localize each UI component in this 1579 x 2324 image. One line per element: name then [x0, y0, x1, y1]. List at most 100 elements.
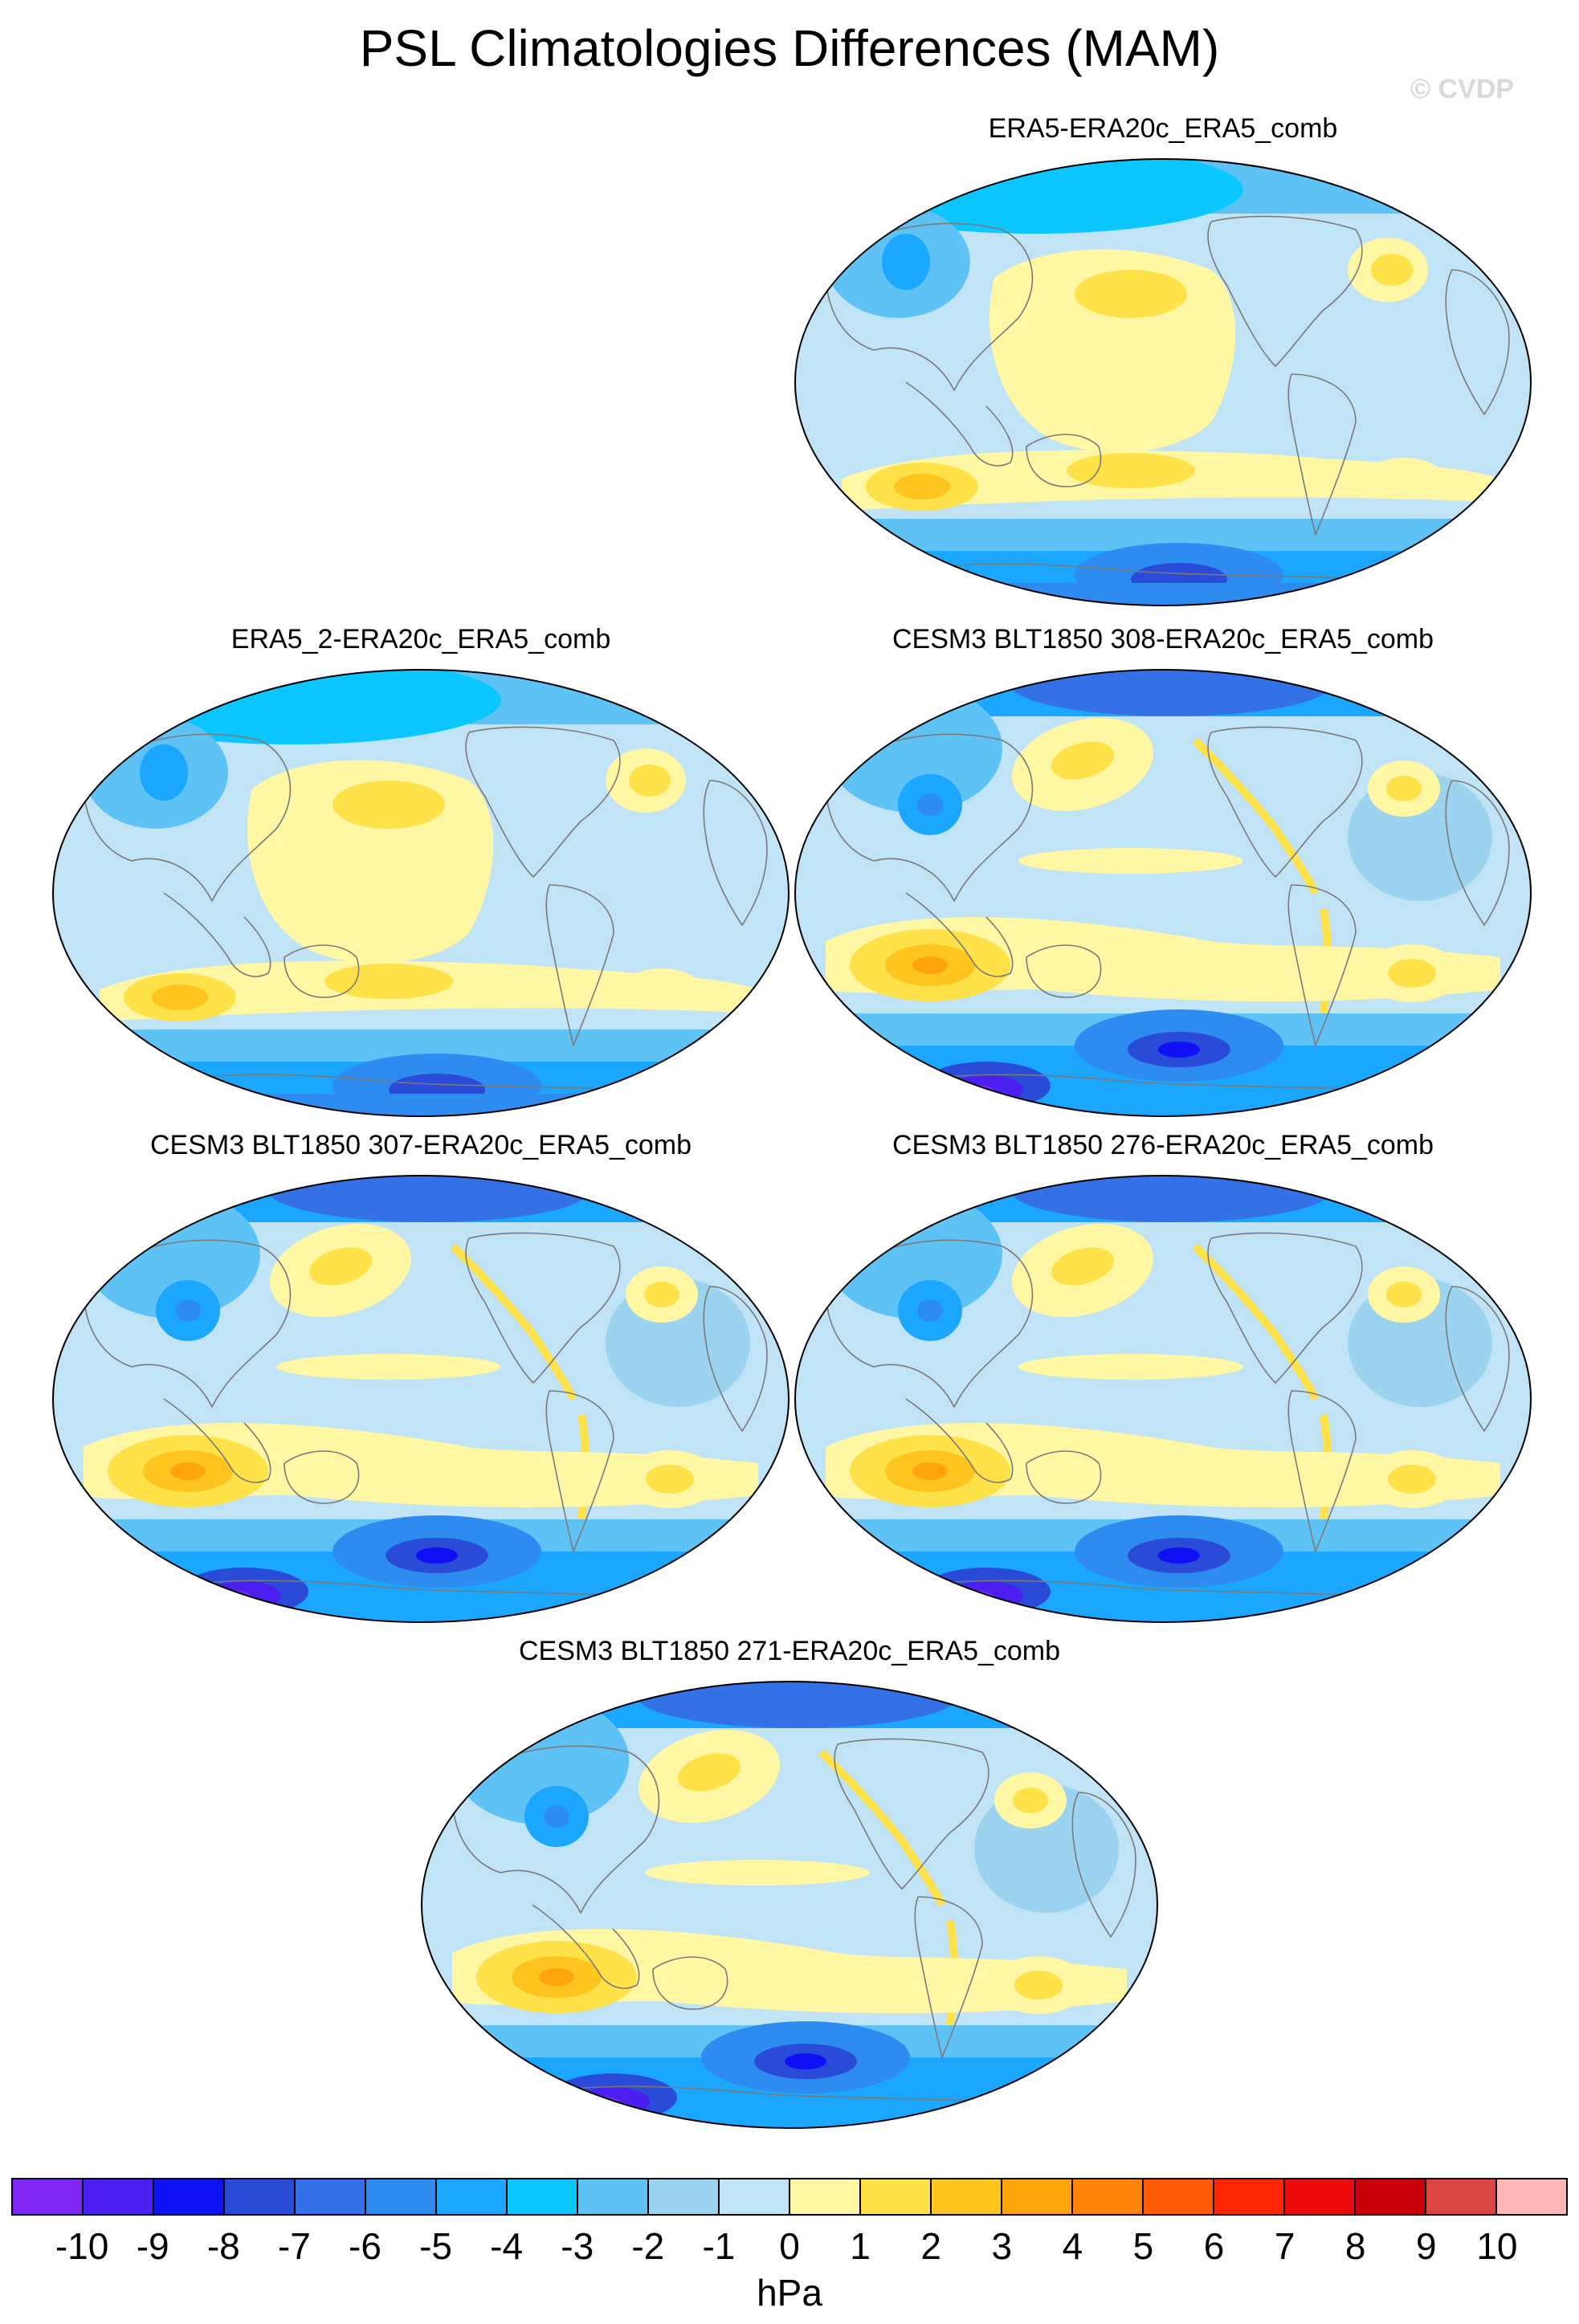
colorbar-swatch	[1426, 2179, 1497, 2214]
contour-field	[795, 159, 1531, 605]
north-america-outline	[1207, 726, 1363, 878]
south-america-outline	[1287, 1390, 1357, 1552]
antarctica-outline	[889, 1580, 1421, 1599]
colorbar-swatch	[508, 2179, 578, 2214]
europe-outline	[693, 1209, 762, 1263]
atlantic-high-core	[1013, 1788, 1048, 1813]
colorbar-swatch	[1497, 2179, 1566, 2214]
colorbar-swatch	[932, 2179, 1002, 2214]
indian-ocean-high-core	[894, 474, 950, 499]
north-pacific-high-core	[1051, 1247, 1115, 1286]
colorbar-swatch	[366, 2179, 437, 2214]
antarctica-outline	[516, 2085, 1047, 2105]
south-atlantic-high-core	[1014, 1971, 1063, 2000]
atlantic-high-core	[1386, 776, 1422, 801]
coastlines	[825, 1209, 1510, 1599]
colorbar-tick-label: 0	[779, 2225, 800, 2267]
south-atlantic-high-core	[1388, 959, 1436, 988]
tibet-low-core	[917, 1299, 943, 1322]
south-atlantic-high	[1364, 458, 1444, 499]
colorbar-swatch	[1002, 2179, 1073, 2214]
indian-ocean-high-peak	[912, 956, 948, 974]
amundsen-low-peak	[1158, 1547, 1200, 1564]
contour-field	[422, 1682, 1157, 2128]
asia-outline	[825, 1239, 1034, 1408]
africa-outline	[1445, 1286, 1510, 1432]
maritime-continent-outline	[905, 381, 1014, 467]
colorbar-swatch	[154, 2179, 225, 2214]
colorbar-tick-label: 2	[920, 2225, 941, 2267]
colorbar-swatch	[578, 2179, 649, 2214]
panel-title: CESM3 BLT1850 308-ERA20c_ERA5_comb	[892, 624, 1434, 654]
map-border	[52, 1175, 790, 1623]
coastlines	[83, 1209, 768, 1599]
australia-outline	[1026, 434, 1102, 487]
australia-outline	[1026, 1450, 1102, 1504]
africa-outline	[1445, 269, 1510, 415]
atlantic-high-core	[1371, 254, 1413, 286]
colorbar-tick-label: 3	[991, 2225, 1013, 2267]
south-atlantic-high	[622, 968, 702, 1010]
rockies-ridge	[1192, 737, 1320, 895]
africa-outline	[1071, 1792, 1136, 1938]
colorbar-tick-label: 9	[1416, 2225, 1437, 2267]
contour-field	[795, 670, 1531, 1116]
north-pacific-high-core	[308, 1247, 373, 1286]
africa-outline	[1445, 780, 1510, 926]
antarctica-outline	[889, 563, 1421, 582]
south-america-outline	[914, 1896, 983, 2058]
tibet-low-core	[917, 793, 943, 816]
south-pacific-high	[324, 964, 453, 999]
north-pacific-high-core	[1075, 270, 1187, 318]
equatorial-high-band	[1018, 1354, 1243, 1380]
antarctic-plateau-peak	[589, 2097, 621, 2111]
amundsen-low-peak	[1158, 1042, 1200, 1058]
colorbar-tick-label: -4	[490, 2225, 524, 2267]
colorbar-swatch	[790, 2179, 861, 2214]
south-atlantic-high-core	[646, 1465, 694, 1494]
north-america-outline	[834, 1738, 989, 1890]
equatorial-high-band	[276, 1354, 501, 1380]
colorbar-swatch	[1073, 2179, 1144, 2214]
psl-difference-map	[52, 669, 790, 1117]
rockies-ridge	[818, 1749, 946, 1907]
south-america-outline	[545, 1390, 614, 1552]
antarctic-band	[795, 583, 1531, 605]
antarctica-outline	[889, 1074, 1421, 1093]
maritime-continent-outline	[905, 892, 1014, 977]
figure-title: PSL Climatologies Differences (MAM)	[359, 19, 1220, 77]
indian-ocean-high-peak	[539, 1968, 574, 1986]
colorbar-tick-label: 8	[1344, 2225, 1366, 2267]
amundsen-low-peak	[416, 1547, 458, 1564]
antarctica-outline	[147, 1580, 679, 1599]
map-border	[794, 1175, 1532, 1623]
tibet-low-core	[175, 1299, 201, 1322]
colorbar-swatch	[437, 2179, 508, 2214]
europe-outline	[693, 703, 762, 757]
antarctica-outline	[147, 1074, 679, 1093]
colorbar-swatch	[720, 2179, 790, 2214]
tibet-low	[140, 744, 188, 801]
australia-outline	[652, 1956, 728, 2010]
colorbar-tick-label: -8	[206, 2225, 240, 2267]
colorbar-tick-label: -10	[55, 2225, 109, 2267]
atlantic-high-core	[644, 1282, 679, 1307]
colorbar-swatch	[225, 2179, 296, 2214]
indian-ocean-high-peak	[912, 1462, 948, 1480]
antarctic-band	[53, 1094, 789, 1116]
colorbar-tick-label: -9	[136, 2225, 169, 2267]
colorbar-swatch	[1144, 2179, 1214, 2214]
arctic-low-core	[1010, 670, 1332, 716]
contour-field	[795, 1176, 1531, 1622]
europe-outline	[1435, 703, 1504, 757]
south-pacific-high	[1067, 453, 1195, 488]
arctic-low-core	[1010, 1176, 1332, 1222]
colorbar-tick-labels: -10 -9 -8 -7 -6 -5 -4 -3 -2 -1 0 1 2 3 4 5 6 7 8 9 10	[11, 2224, 1568, 2273]
europe-outline	[1435, 1209, 1504, 1263]
map-border	[794, 158, 1532, 606]
rockies-ridge	[450, 1243, 577, 1401]
colorbar-tick-label: -5	[419, 2225, 452, 2267]
equatorial-high-band	[645, 1860, 870, 1886]
colorbar-swatch	[84, 2179, 154, 2214]
antarctic-plateau-peak	[962, 1591, 994, 1605]
